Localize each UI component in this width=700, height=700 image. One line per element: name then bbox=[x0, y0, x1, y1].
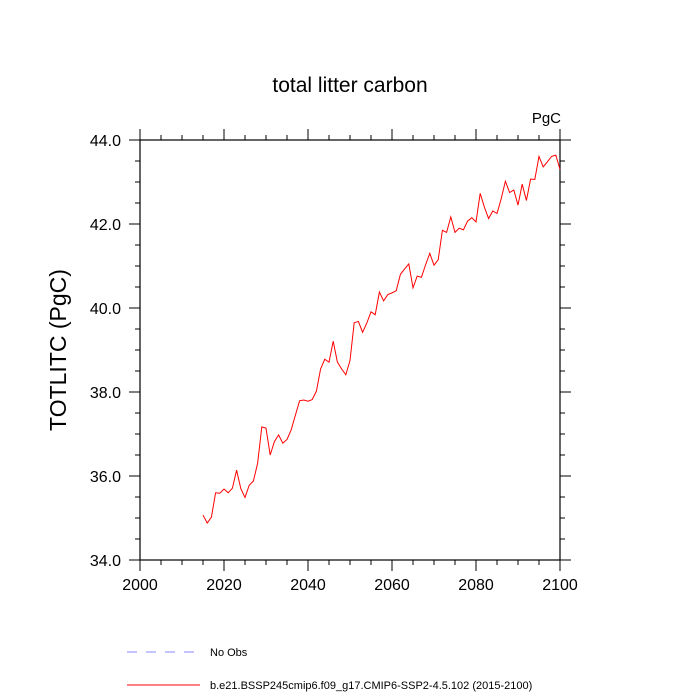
legend-label-series: b.e21.BSSP245cmip6.f09_g17.CMIP6-SSP2-4.… bbox=[210, 680, 532, 692]
plot-frame bbox=[139, 139, 561, 561]
x-tick-label: 2080 bbox=[458, 577, 494, 594]
x-tick-label: 2040 bbox=[290, 577, 326, 594]
y-tick-label: 40.0 bbox=[90, 301, 121, 318]
y-tick-label: 36.0 bbox=[90, 469, 121, 486]
series-line bbox=[202, 154, 561, 524]
x-tick-label: 2020 bbox=[206, 577, 242, 594]
y-tick-label: 44.0 bbox=[90, 133, 121, 150]
x-tick-label: 2000 bbox=[122, 577, 158, 594]
y-axis-label: TOTLITC (PgC) bbox=[45, 269, 71, 431]
chart-title: total litter carbon bbox=[272, 74, 427, 97]
x-tick-label: 2100 bbox=[542, 577, 578, 594]
x-tick-label: 2060 bbox=[374, 577, 410, 594]
y-tick-label: 34.0 bbox=[90, 553, 121, 570]
units-label: PgC bbox=[532, 110, 561, 127]
legend: No Obs b.e21.BSSP245cmip6.f09_g17.CMIP6-… bbox=[127, 647, 532, 692]
y-tick-label: 42.0 bbox=[90, 217, 121, 234]
axis-ticks bbox=[129, 129, 571, 571]
y-tick-label: 38.0 bbox=[90, 385, 121, 402]
axis-tick-labels: 2000 2020 2040 2060 2080 2100 34.0 36.0 38.0 40.0… bbox=[90, 133, 578, 594]
legend-label-no-obs: No Obs bbox=[210, 647, 248, 659]
